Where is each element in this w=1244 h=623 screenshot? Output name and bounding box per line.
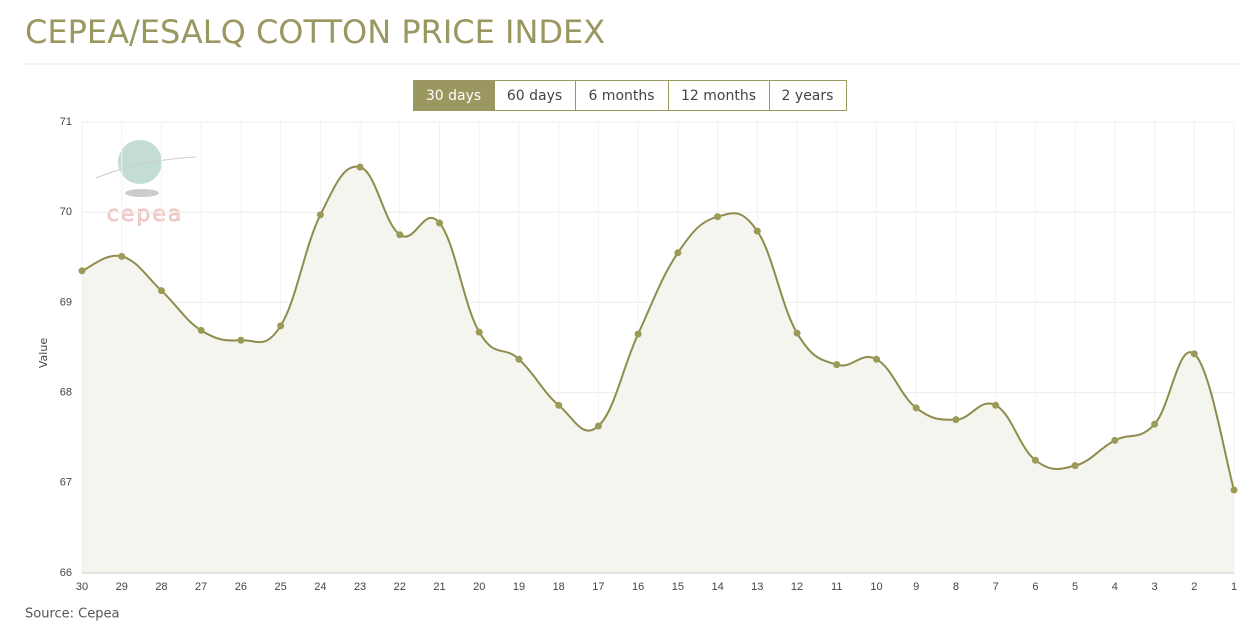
x-tick-label: 18	[553, 581, 565, 593]
point	[912, 404, 920, 412]
x-tick-label: 16	[632, 581, 644, 593]
point	[316, 211, 324, 219]
x-tick-label: 14	[711, 581, 723, 593]
point	[793, 329, 801, 337]
logo-shadow	[125, 189, 159, 197]
x-tick-label: 8	[953, 581, 959, 593]
range-button-label[interactable]: 60 days	[507, 88, 562, 104]
chart-title: CEPEA/ESALQ COTTON PRICE INDEX	[25, 13, 605, 51]
x-tick-label: 15	[672, 581, 684, 593]
x-tick-label: 6	[1032, 581, 1038, 593]
point	[277, 322, 285, 330]
x-tick-label: 21	[433, 581, 445, 593]
logo-orbit	[95, 156, 197, 179]
x-tick-label: 13	[751, 581, 763, 593]
point	[1230, 486, 1238, 494]
x-tick-label: 22	[394, 581, 406, 593]
x-tick-label: 20	[473, 581, 485, 593]
point	[1190, 350, 1198, 358]
point	[674, 249, 682, 257]
point	[1071, 462, 1079, 470]
point	[634, 330, 642, 338]
range-button[interactable]	[769, 80, 847, 111]
y-tick-label: 71	[60, 116, 72, 128]
line	[81, 165, 1235, 491]
range-button[interactable]	[494, 80, 576, 111]
y-tick-label: 70	[60, 206, 72, 218]
x-tick-label: 19	[513, 581, 525, 593]
x-tick-label: 2	[1191, 581, 1197, 593]
point	[555, 401, 563, 409]
x-tick-label: 28	[155, 581, 167, 593]
point	[1151, 420, 1159, 428]
point	[992, 401, 1000, 409]
x-tick-label: 24	[314, 581, 326, 593]
x-tick-label: 27	[195, 581, 207, 593]
x-tick-label: 3	[1151, 581, 1157, 593]
x-tick-label: 23	[354, 581, 366, 593]
y-tick-label: 67	[60, 477, 72, 489]
point	[515, 355, 523, 363]
x-tick-label: 10	[870, 581, 882, 593]
y-tick-label: 69	[60, 296, 72, 308]
x-tick-label: 29	[116, 581, 128, 593]
range-button-label[interactable]: 30 days	[426, 88, 481, 104]
point	[753, 227, 761, 235]
point	[1031, 456, 1039, 464]
range-button[interactable]	[575, 80, 669, 111]
x-tick-label: 1	[1231, 581, 1237, 593]
range-buttons: 30 days 60 days 6 months 12 months 2 years	[413, 80, 847, 111]
point	[118, 252, 126, 260]
x-tick-label: 17	[592, 581, 604, 593]
x-tick-label: 7	[993, 581, 999, 593]
source: Source: Cepea	[25, 607, 119, 622]
x-tick-label: 9	[913, 581, 919, 593]
x-tick-label: 12	[791, 581, 803, 593]
point	[594, 422, 602, 430]
point	[157, 287, 165, 295]
y-tick-label: 66	[60, 567, 72, 579]
logo-text: cepea	[107, 202, 184, 227]
point	[475, 328, 483, 336]
logo-globe	[118, 140, 162, 184]
x-tick-label: 11	[831, 581, 842, 593]
y-tick-label: 68	[60, 387, 72, 399]
x-tick-label: 5	[1072, 581, 1078, 593]
range-button-label[interactable]: 6 months	[588, 88, 654, 104]
x-tick-label: 25	[274, 581, 286, 593]
y-axis-label: Value	[37, 338, 50, 368]
range-button-label[interactable]: 12 months	[681, 88, 756, 104]
point	[714, 213, 722, 221]
x-tick-label: 4	[1112, 581, 1118, 593]
point	[872, 355, 880, 363]
point	[1111, 436, 1119, 444]
point	[356, 163, 364, 171]
x-tick-label: 30	[76, 581, 88, 593]
point	[396, 231, 404, 239]
point	[237, 336, 245, 344]
point	[833, 361, 841, 369]
range-button-label[interactable]: 2 years	[782, 88, 834, 104]
point	[952, 416, 960, 424]
point	[78, 267, 86, 275]
point	[436, 219, 444, 227]
point	[197, 326, 205, 334]
x-tick-label: 26	[235, 581, 247, 593]
logo: cepea	[95, 140, 197, 227]
area	[82, 166, 1234, 573]
